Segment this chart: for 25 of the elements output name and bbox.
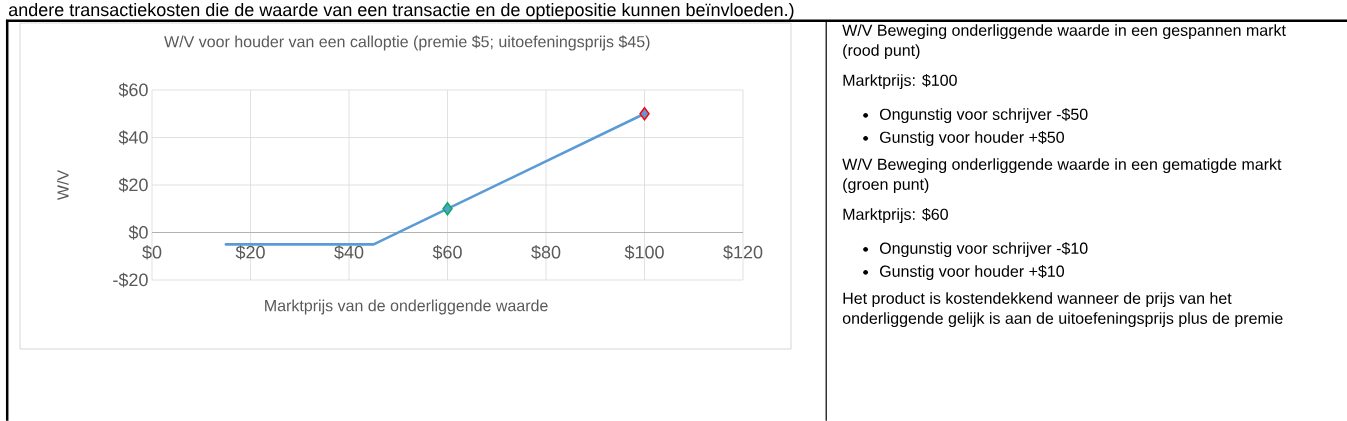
text: Gunstig voor houder +$10 xyxy=(880,264,1064,281)
y-tick-label: $60 xyxy=(118,82,148,98)
text: W/V Beweging onderliggende waarde in een gespannen markt (rood punt) xyxy=(842,24,1286,60)
text: andere transactiekosten die de waarde van een transactie en de optiepositie kunnen beïnvloeden.) xyxy=(8,2,794,20)
text: Het product is kostendekkend wanneer de prijs van het onderliggende gelijk is aan de uitoefeningsprijs plus de premie xyxy=(842,292,1283,328)
text: Marktprijs: $60 xyxy=(843,207,948,224)
x-tick-label: $20 xyxy=(235,245,265,260)
y-axis-title: W/V xyxy=(56,169,69,201)
x-tick-label: $120 xyxy=(723,245,763,260)
y-tick-label: $40 xyxy=(118,130,148,145)
text: Marktprijs: $100 xyxy=(843,73,957,90)
text: Ongunstig voor schrijver -$10 xyxy=(879,241,1088,258)
x-tick-label: $0 xyxy=(142,245,162,260)
text: Ongunstig voor schrijver -$50 xyxy=(879,107,1088,124)
x-axis-title: Marktprijs van de onderliggende waarde xyxy=(265,299,548,315)
text: W/V Beweging onderliggende waarde in een gematigde markt (groen punt) xyxy=(842,158,1282,194)
x-tick-label: $40 xyxy=(334,245,364,260)
x-tick-label: $80 xyxy=(531,245,561,260)
y-tick-label: $20 xyxy=(118,177,148,193)
chart-title: W/V voor houder van een calloptie (premie $5; uitoefeningsprijs $45) xyxy=(164,35,650,51)
text: Gunstig voor houder +$50 xyxy=(880,130,1064,147)
y-tick-label: $0 xyxy=(128,225,148,240)
x-tick-label: $100 xyxy=(624,245,664,260)
x-tick-label: $60 xyxy=(432,245,462,260)
y-tick-label: -$20 xyxy=(113,272,148,288)
